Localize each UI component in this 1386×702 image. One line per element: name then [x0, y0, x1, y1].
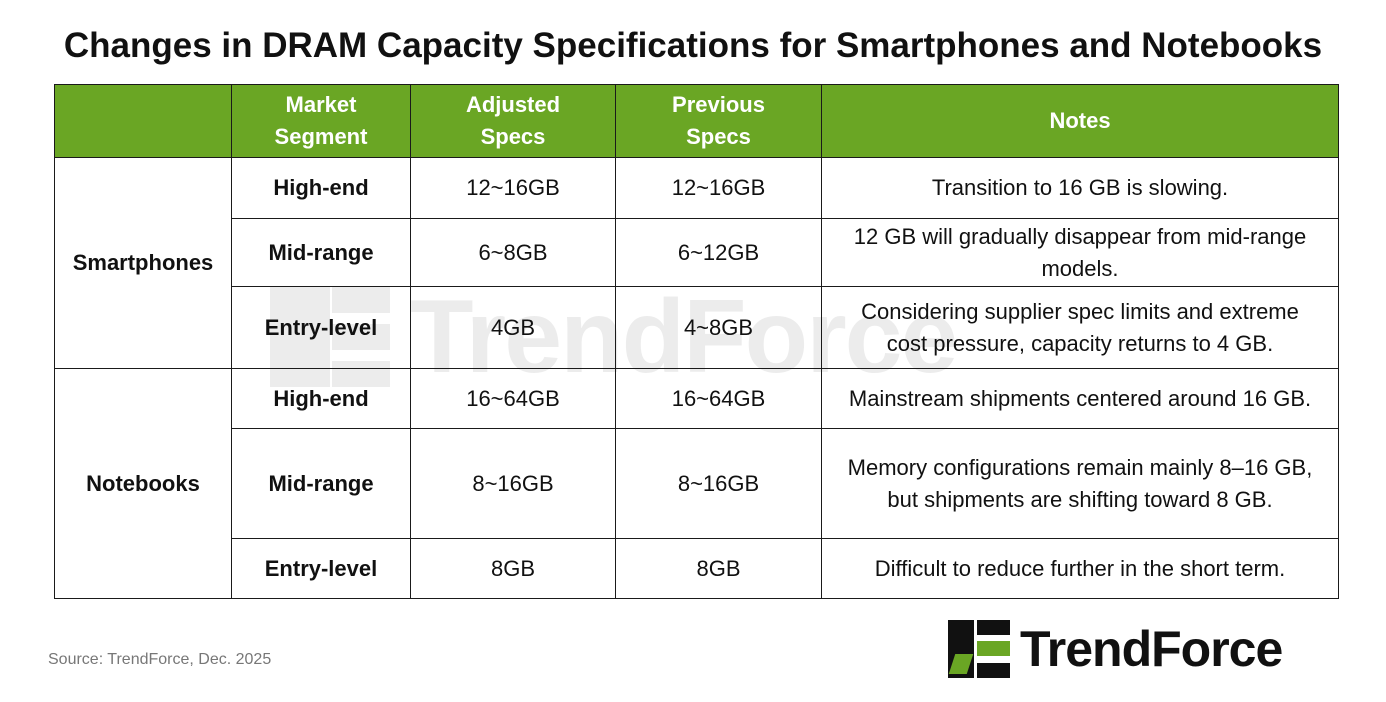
previous-cell: 12~16GB: [615, 157, 822, 219]
header-market-segment-line2: Segment: [274, 124, 368, 149]
header-row: Market Segment Adjusted Specs Previous S…: [54, 84, 1339, 158]
segment-cell: Mid-range: [231, 218, 411, 287]
spec-table-container: Market Segment Adjusted Specs Previous S…: [54, 84, 1339, 599]
category-smartphones: Smartphones: [54, 157, 232, 369]
notes-cell: Transition to 16 GB is slowing.: [821, 157, 1339, 219]
adjusted-cell: 4GB: [410, 286, 616, 369]
table-row: Notebooks High-end 16~64GB 16~64GB Mains…: [54, 368, 1339, 599]
spec-table: Market Segment Adjusted Specs Previous S…: [54, 84, 1339, 599]
table-row: Entry-level 4GB 4~8GB Considering suppli…: [55, 286, 1339, 369]
segment-cell: Entry-level: [231, 538, 411, 599]
header-previous-line1: Previous: [672, 92, 765, 117]
segment-cell: Entry-level: [231, 286, 411, 369]
page-title: Changes in DRAM Capacity Specifications …: [63, 26, 1323, 65]
table-row: Mid-range 6~8GB 6~12GB 12 GB will gradua…: [55, 218, 1339, 287]
header-notes: Notes: [821, 84, 1339, 158]
adjusted-cell: 6~8GB: [410, 218, 616, 287]
notes-cell: 12 GB will gradually disappear from mid-…: [821, 218, 1339, 287]
header-category: [54, 84, 232, 158]
source-note: Source: TrendForce, Dec. 2025: [48, 651, 272, 668]
notes-cell: Difficult to reduce further in the short…: [821, 538, 1339, 599]
notes-cell: Mainstream shipments centered around 16 …: [821, 368, 1339, 429]
adjusted-cell: 16~64GB: [410, 368, 616, 429]
segment-cell: High-end: [231, 368, 411, 429]
table-row: Smartphones High-end 12~16GB 12~16GB Tra…: [54, 157, 1339, 369]
notes-line1: Memory configurations remain mainly 8–16…: [847, 454, 1313, 480]
header-previous-line2: Specs: [686, 124, 751, 149]
previous-cell: 16~64GB: [615, 368, 822, 429]
header-market-segment-line1: Market: [285, 92, 357, 117]
adjusted-cell: 8GB: [410, 538, 616, 599]
header-market-segment: Market Segment: [231, 84, 411, 158]
segment-cell: High-end: [231, 157, 411, 219]
previous-cell: 4~8GB: [615, 286, 822, 369]
notes-cell: Considering supplier spec limits and ext…: [821, 286, 1339, 369]
table-row: Entry-level 8GB 8GB Difficult to reduce …: [55, 538, 1339, 599]
notes-line2: cost pressure, capacity returns to 4 GB.: [886, 330, 1274, 356]
previous-cell: 8~16GB: [615, 428, 822, 539]
segment-cell: Mid-range: [231, 428, 411, 539]
category-notebooks: Notebooks: [54, 368, 232, 599]
notes-line1: 12 GB will gradually disappear from mid-…: [853, 223, 1307, 249]
previous-cell: 6~12GB: [615, 218, 822, 287]
previous-cell: 8GB: [615, 538, 822, 599]
adjusted-cell: 12~16GB: [410, 157, 616, 219]
trendforce-logo-icon: [948, 620, 1010, 678]
header-adjusted-line1: Adjusted: [465, 92, 561, 117]
header-adjusted-specs: Adjusted Specs: [410, 84, 616, 158]
notes-line2: but shipments are shifting toward 8 GB.: [887, 486, 1273, 512]
notes-cell: Memory configurations remain mainly 8–16…: [821, 428, 1339, 539]
trendforce-logo: TrendForce: [948, 620, 1283, 678]
header-previous-specs: Previous Specs: [615, 84, 822, 158]
header-adjusted-line2: Specs: [480, 124, 546, 149]
table-row: Mid-range 8~16GB 8~16GB Memory configura…: [55, 428, 1339, 539]
notes-line1: Considering supplier spec limits and ext…: [861, 298, 1299, 324]
trendforce-logo-text: TrendForce: [1020, 621, 1283, 677]
notes-line2: models.: [1041, 255, 1119, 281]
adjusted-cell: 8~16GB: [410, 428, 616, 539]
